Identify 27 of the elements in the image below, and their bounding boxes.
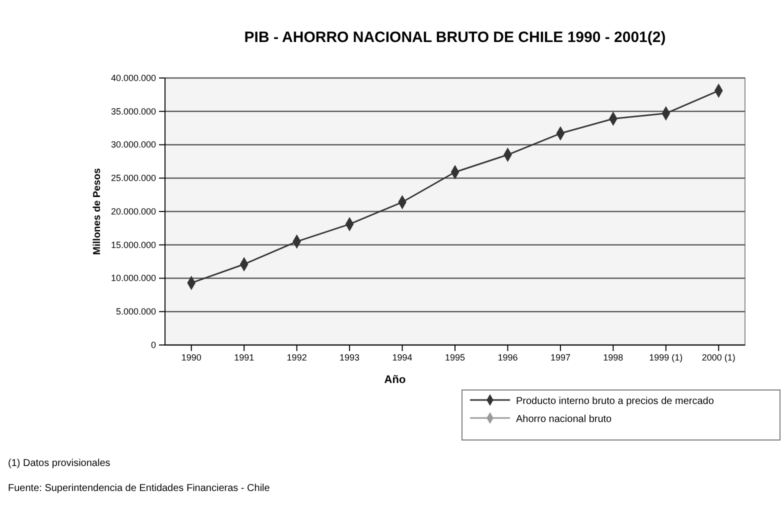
y-tick-label: 30.000.000 (110, 140, 156, 150)
x-tick-label: 1995 (444, 352, 466, 362)
y-axis-title: Millones de Pesos (92, 168, 103, 255)
y-tick-label: 15.000.000 (110, 240, 156, 250)
legend-label: Ahorro nacional bruto (516, 414, 612, 425)
y-tick-label: 40.000.000 (110, 72, 156, 83)
y-tick-label: 5.000.000 (116, 306, 156, 317)
x-tick-label: 1992 (286, 352, 307, 362)
x-tick-label: 1990 (181, 352, 202, 362)
x-tick-label: 1991 (234, 352, 254, 362)
chart-title: PIB - AHORRO NACIONAL BRUTO DE CHILE 1990 - 2001(2) (244, 29, 666, 46)
source-note: Fuente: Superintendencia de Entidades Financieras - Chile (8, 483, 270, 494)
x-tick-label: 1998 (603, 352, 624, 362)
x-tick-label: 1997 (550, 352, 570, 362)
y-tick-label: 35.000.000 (110, 106, 156, 116)
y-tick-label: 20.000.000 (110, 206, 156, 216)
legend-label: Producto interno bruto a precios de mercado (516, 396, 714, 407)
text: (1) Datos provisionales (8, 458, 110, 469)
x-tick-label: 1996 (498, 352, 518, 362)
x-tick-label: 1994 (392, 352, 412, 362)
x-tick-label: 1993 (340, 352, 360, 362)
y-tick-label: 10.000.000 (110, 273, 156, 284)
y-tick-label: 25.000.000 (110, 173, 156, 184)
x-tick-label: 2000 (1) (702, 352, 736, 362)
x-tick-label: 1999 (1) (649, 352, 683, 362)
x-axis-title: Año (384, 374, 406, 386)
y-tick-label: 0 (150, 340, 156, 350)
